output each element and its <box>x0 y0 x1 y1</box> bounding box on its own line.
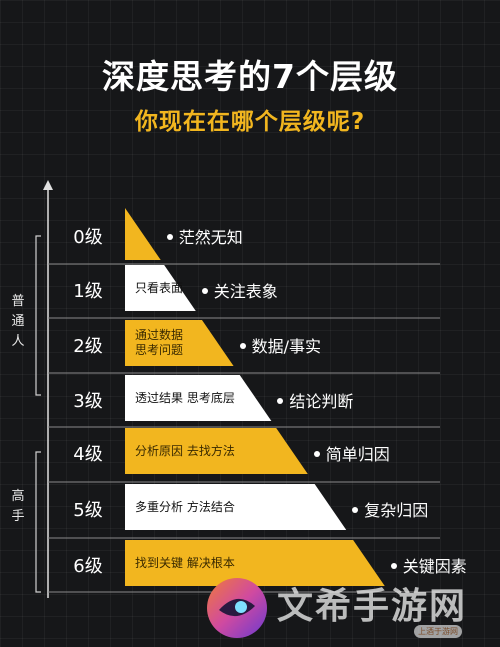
level-label: 4级 <box>73 444 103 465</box>
ordinary-group-brace <box>35 235 41 396</box>
level-label: 5级 <box>73 500 103 521</box>
level-result: 结论判断 <box>277 388 353 412</box>
level-step-5 <box>125 484 347 530</box>
game-logo-icon <box>207 578 267 638</box>
level-description: 找到关键 解决根本 <box>135 555 235 570</box>
expert-group-label: 高手 <box>11 489 25 524</box>
ordinary-group-label: 普通人 <box>11 294 25 349</box>
axis-arrow-icon <box>43 180 53 190</box>
level-step-4 <box>125 428 308 474</box>
level-description: 分析原因 去找方法 <box>135 443 235 458</box>
level-result: 复杂归因 <box>352 497 428 521</box>
level-description: 只看表面 <box>135 280 184 295</box>
level-description: 多重分析 方法结合 <box>135 499 235 514</box>
level-label: 3级 <box>73 391 103 412</box>
page-subtitle: 你现在在哪个层级呢? <box>134 109 366 135</box>
level-result: 关注表象 <box>202 278 278 302</box>
level-step-3 <box>125 375 272 421</box>
level-step-0 <box>125 208 161 260</box>
watermark-text: 文希手游网 <box>277 586 468 627</box>
level-description: 透过结果 思考底层 <box>135 390 235 405</box>
level-result: 茫然无知 <box>167 224 243 248</box>
page-title: 深度思考的7个层级 <box>102 57 398 96</box>
level-label: 0级 <box>73 227 103 248</box>
level-label: 1级 <box>73 281 103 302</box>
level-step-6 <box>125 540 385 586</box>
level-step-1 <box>125 265 196 311</box>
level-step-2 <box>125 320 234 366</box>
level-label: 6级 <box>73 556 103 577</box>
expert-group-brace <box>35 451 41 593</box>
level-result: 关键因素 <box>391 553 467 577</box>
level-label: 2级 <box>73 336 103 357</box>
watermark-badge: 上酒于游网 <box>414 625 462 638</box>
staircase <box>125 208 385 586</box>
level-result: 数据/事实 <box>240 333 321 357</box>
level-result: 简单归因 <box>314 441 390 465</box>
level-description: 通过数据 思考问题 <box>135 328 184 357</box>
